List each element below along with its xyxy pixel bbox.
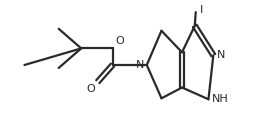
Text: O: O bbox=[115, 36, 124, 46]
Text: I: I bbox=[200, 5, 203, 15]
Text: N: N bbox=[217, 50, 226, 60]
Text: O: O bbox=[86, 84, 95, 94]
Text: N: N bbox=[135, 60, 144, 70]
Text: NH: NH bbox=[212, 94, 229, 104]
